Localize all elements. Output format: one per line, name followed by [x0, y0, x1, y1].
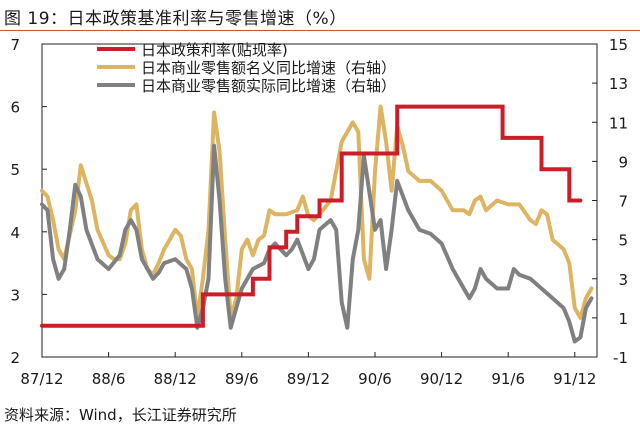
y-left-tick-label: 5 [10, 161, 20, 179]
y-left-tick-label: 3 [10, 286, 20, 304]
x-tick-label: 87/12 [20, 370, 63, 388]
y-right-tick-label: 15 [609, 36, 628, 54]
y-right-tick-label: 5 [618, 232, 628, 250]
legend-label-2: 日本商业零售额实际同比增速（右轴） [141, 77, 396, 95]
series-line-2 [40, 143, 594, 344]
y-left-tick-label: 2 [10, 349, 20, 367]
y-right-tick-label: 13 [609, 75, 628, 93]
x-tick-label: 89/6 [225, 370, 259, 388]
y-right-tick-label: 11 [609, 114, 628, 132]
x-tick-label: 88/12 [154, 370, 197, 388]
y-left-tick-label: 7 [10, 36, 20, 54]
x-tick-label: 88/6 [92, 370, 126, 388]
chart-title: 图 19：日本政策基准利率与零售增速（%） [4, 9, 347, 29]
chart-series [40, 104, 594, 344]
y-right-tick-label: -1 [613, 349, 628, 367]
x-tick-label: 90/6 [358, 370, 392, 388]
y-right-tick-label: 1 [618, 310, 628, 328]
y-right-tick-label: 7 [618, 193, 628, 211]
x-tick-label: 91/6 [491, 370, 525, 388]
title-divider [0, 30, 640, 31]
y-left-tick-label: 6 [10, 99, 20, 117]
y-left-tick-label: 4 [10, 224, 20, 242]
legend-label-0: 日本政策利率(贴现率) [141, 41, 288, 59]
legend-label-1: 日本商业零售额名义同比增速（右轴） [141, 59, 396, 77]
y-right-tick-label: 9 [618, 153, 628, 171]
x-tick-label: 89/12 [287, 370, 330, 388]
y-right-tick-label: 3 [618, 271, 628, 289]
x-tick-label: 91/12 [553, 370, 596, 388]
series-line-1 [40, 104, 594, 320]
x-tick-label: 90/12 [420, 370, 463, 388]
chart-legend: 日本政策利率(贴现率)日本商业零售额名义同比增速（右轴）日本商业零售额实际同比增… [97, 41, 396, 95]
source-note: 资料来源：Wind，长江证券研究所 [4, 406, 237, 424]
series-line-0 [40, 104, 583, 328]
